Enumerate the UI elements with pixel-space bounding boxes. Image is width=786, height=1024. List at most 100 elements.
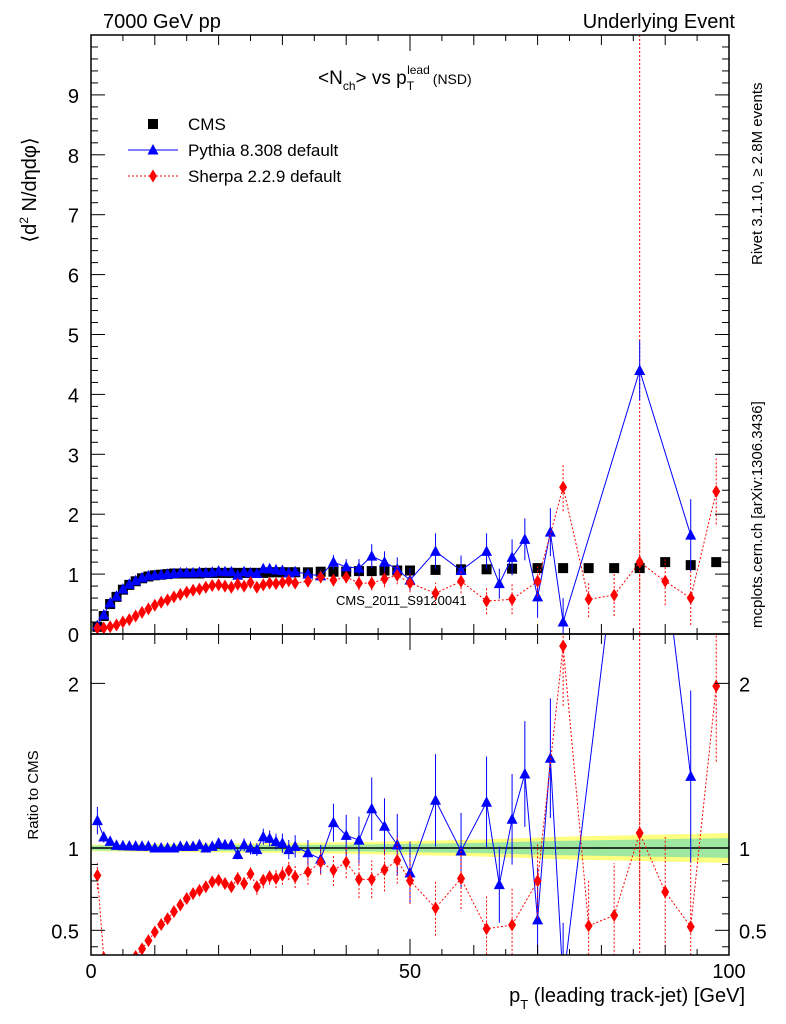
sherpa-2-2-9-default-ratio-point [252,880,261,894]
sherpa-2-2-9-default-point [246,575,255,589]
sherpa-2-2-9-default-point [233,577,242,591]
y-tick-label: 6 [68,266,79,288]
sherpa-2-2-9-default-point [131,609,140,623]
sherpa-2-2-9-default-point [635,555,644,569]
ratio-tick-label-right: 1 [739,839,750,861]
chart-title: <Nch> vs pTlead(NSD) [318,63,472,93]
sherpa-2-2-9-default-ratio-point [686,920,695,934]
sherpa-2-2-9-default-point [584,592,593,606]
sherpa-2-2-9-default-ratio-point [214,873,223,887]
legend-label-cms: CMS [188,115,226,134]
pythia-8-308-default-point [98,608,110,620]
pythia-8-308-default-point [232,569,244,580]
sherpa-2-2-9-default-ratio-point [508,918,517,932]
rivet-label: Rivet 3.1.10, ≥ 2.8M events [749,83,766,266]
cms-point [711,557,722,568]
sherpa-2-2-9-default-point [559,480,568,494]
sherpa-2-2-9-default-point [284,574,293,588]
y-tick-label: 9 [68,86,79,108]
pythia-8-308-default-ratio-point [91,814,103,826]
cms-point [609,563,620,574]
sherpa-2-2-9-default-point [291,576,300,590]
pythia-8-308-default-ratio-point [391,838,403,850]
sherpa-2-2-9-default-point [220,579,229,593]
sherpa-2-2-9-default-point [176,587,185,601]
mcplots-label: mcplots.cern.ch [arXiv:1306.3436] [749,401,766,628]
pythia-8-308-default-ratio-point [98,831,110,842]
pythia-8-308-default-ratio-point [225,838,237,850]
ratio-tick-label: 2 [68,674,79,696]
sherpa-2-2-9-default-point [118,615,127,629]
sherpa-2-2-9-default-ratio-line [96,645,717,955]
pythia-8-308-default-ratio-point [455,845,467,856]
pythia-8-308-default-ratio-point [289,840,301,851]
sherpa-2-2-9-default-point [661,574,670,588]
sherpa-2-2-9-default-point [163,593,172,607]
sherpa-2-2-9-default-ratio-point [157,917,166,931]
y-tick-label: 1 [68,565,79,587]
sherpa-2-2-9-default-ratio-point [227,880,236,894]
pythia-8-308-default-point [251,567,263,579]
pythia-8-308-default-ratio-point [245,842,256,853]
sherpa-2-2-9-default-point [393,568,402,582]
sherpa-2-2-9-default-point [482,594,491,608]
cms-point [430,564,441,575]
pythia-8-308-default-ratio-point [213,837,225,848]
pythia-8-308-default-ratio-point [238,838,250,850]
sherpa-2-2-9-default-point [508,592,517,606]
sherpa-2-2-9-default-point [240,579,249,593]
sherpa-2-2-9-default-ratio-point [182,892,191,906]
sherpa-2-2-9-default-point [125,613,134,627]
pythia-8-308-default-point [289,565,301,577]
pythia-8-308-default-ratio-point [544,752,556,763]
pythia-8-308-default-ratio-point [327,816,339,828]
pythia-8-308-default-ratio-point [283,843,295,855]
pythia-8-308-default-ratio-point [532,913,544,925]
sherpa-2-2-9-default-point [272,577,281,591]
header-left: 7000 GeV pp [103,11,221,33]
pythia-8-308-default-point [104,596,116,608]
main-plot-area [91,340,722,634]
pythia-8-308-default-point [302,568,314,579]
y-tick-label: 0 [68,625,79,647]
pythia-8-308-default-ratio-point [519,767,531,779]
watermark-label: CMS_2011_S9120041 [336,593,467,608]
pythia-8-308-default-ratio-point [193,838,205,850]
sherpa-2-2-9-default-ratio-point [584,919,593,933]
sherpa-2-2-9-default-ratio-point [342,855,351,869]
sherpa-2-2-9-default-ratio-point [138,942,147,955]
sherpa-2-2-9-default-ratio-point [119,962,127,975]
ratio-frame [90,633,730,956]
sherpa-2-2-9-default-point [182,585,191,599]
pythia-8-308-default-point [430,545,442,556]
sherpa-2-2-9-default-ratio-point [482,922,491,936]
sherpa-2-2-9-default-ratio-point [291,870,300,884]
sherpa-2-2-9-default-ratio-point [150,925,159,939]
sherpa-2-2-9-default-point [686,591,695,605]
y-tick-label: 5 [68,326,79,348]
sherpa-2-2-9-default-point [252,580,261,594]
x-axis-label: pT (leading track-jet) [GeV] [509,985,745,1012]
sherpa-2-2-9-default-ratio-point [176,898,185,912]
sherpa-2-2-9-default-point [610,588,619,602]
y-tick-label: 4 [68,385,79,407]
sherpa-2-2-9-default-ratio-point [284,863,293,877]
pythia-8-308-default-ratio-point [685,770,697,781]
legend-label-pythia-8-308-default: Pythia 8.308 default [188,141,339,160]
pythia-8-308-default-point [493,577,505,589]
legend: CMS Pythia 8.308 default Sherpa 2.2.9 defa… [128,115,341,186]
pythia-8-308-default-point [481,545,493,556]
sherpa-2-2-9-default-ratio-point [303,865,312,879]
sherpa-2-2-9-default-ratio-point [278,868,287,882]
sherpa-2-2-9-default-ratio-point [246,867,255,881]
sherpa-2-2-9-default-ratio-point [195,883,204,897]
x-tick-label: 50 [399,961,421,983]
cms-point [558,563,569,574]
pythia-8-308-default-point [327,556,339,567]
pythia-8-308-default-point [378,556,390,567]
y-tick-label: 2 [68,505,79,527]
legend-label-sherpa-2-2-9-default: Sherpa 2.2.9 default [188,167,341,186]
pythia-8-308-default-point [238,565,250,577]
pythia-8-308-default-ratio-point [276,837,288,848]
